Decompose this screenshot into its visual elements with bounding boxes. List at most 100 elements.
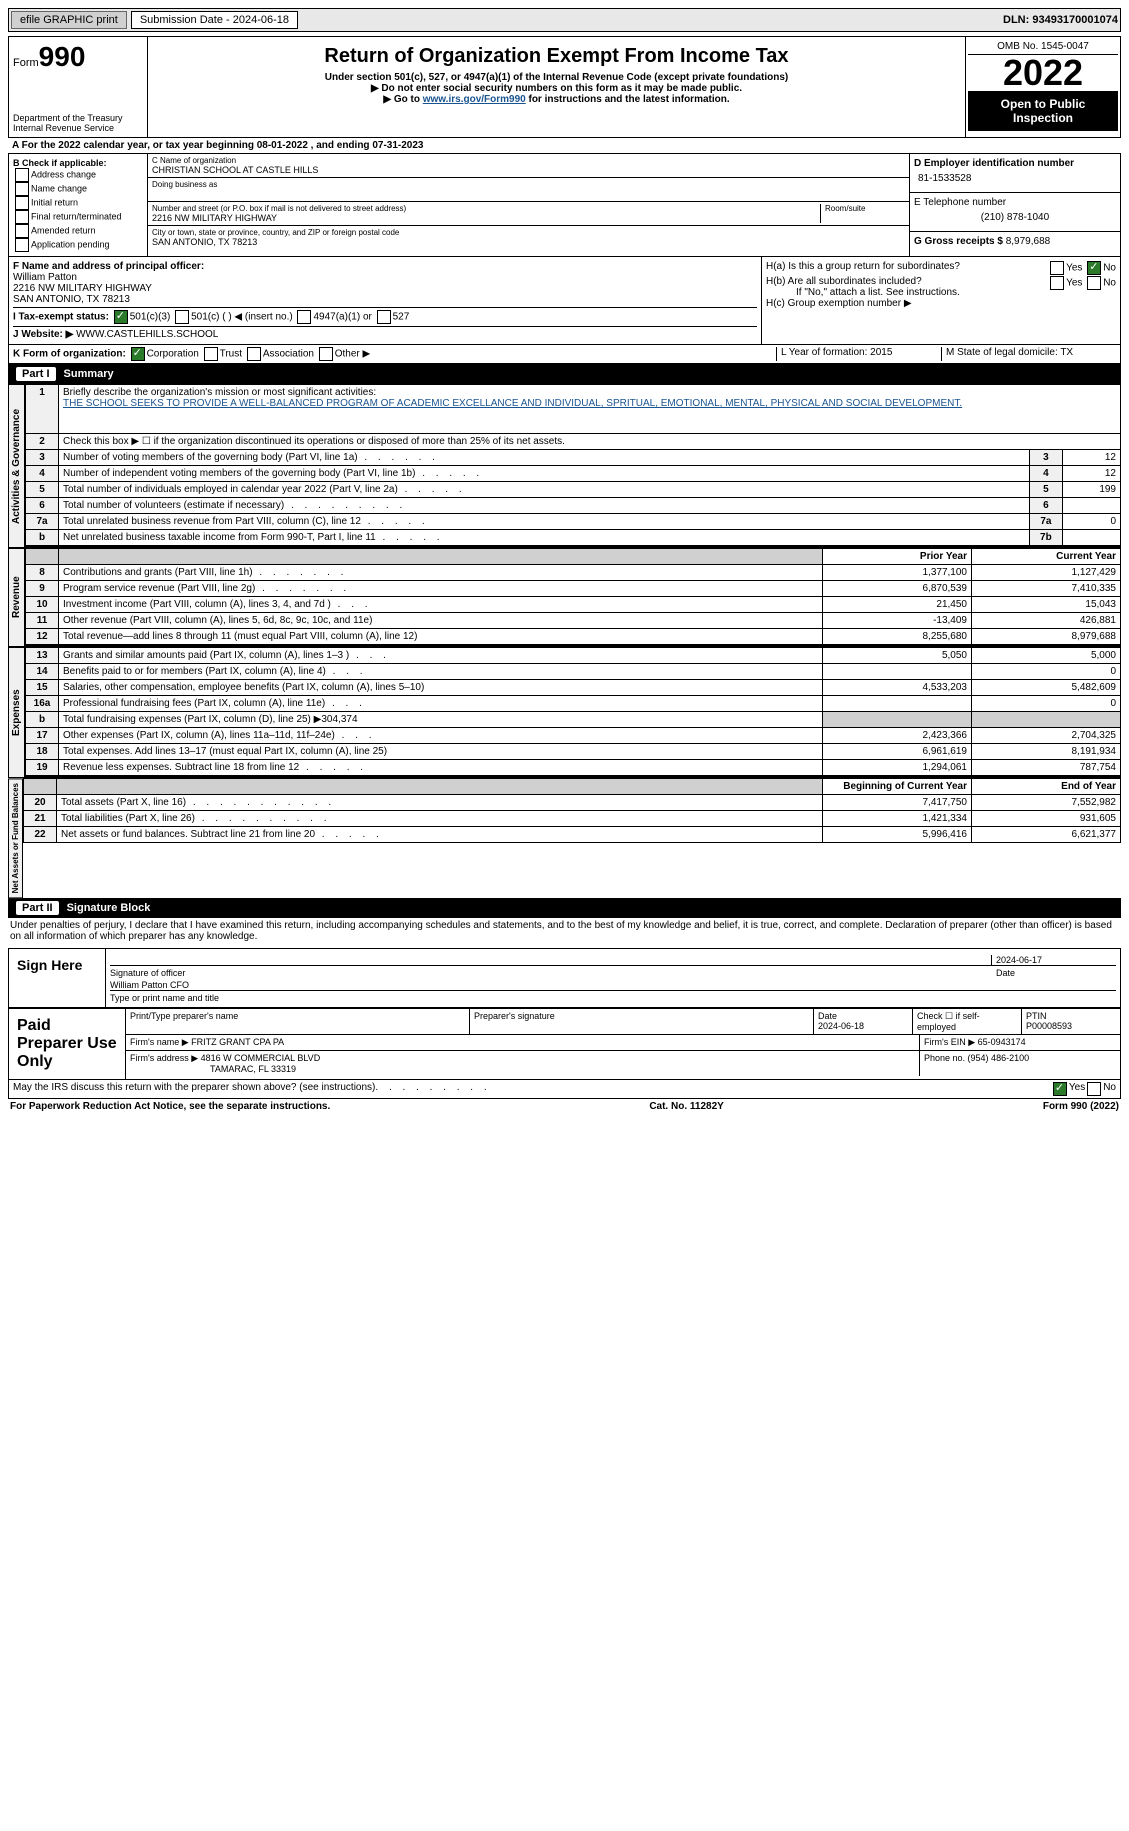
tax-status-label: I Tax-exempt status: (13, 312, 109, 323)
website-label: J Website: ▶ (13, 329, 76, 340)
chk-address[interactable]: Address change (31, 169, 96, 179)
dba-label: Doing business as (152, 180, 905, 189)
chk-501c3[interactable] (114, 310, 128, 324)
opt-trust: Trust (220, 349, 242, 360)
street-address: 2216 NW MILITARY HIGHWAY (152, 213, 820, 223)
footer-left: For Paperwork Reduction Act Notice, see … (10, 1101, 330, 1112)
row4-val: 12 (1062, 466, 1120, 482)
sign-date: 2024-06-17 (991, 955, 1116, 965)
section-bcd: B Check if applicable: Address change Na… (8, 153, 1121, 257)
discuss-yes-chk[interactable] (1053, 1082, 1067, 1096)
firm-city: TAMARAC, FL 33319 (210, 1064, 296, 1074)
self-employed-label: Check ☐ if self-employed (913, 1009, 1022, 1034)
form-word: Form (13, 57, 39, 69)
mission-label: Briefly describe the organization's miss… (63, 387, 376, 398)
part2-num: Part II (16, 901, 59, 915)
line-a: A For the 2022 calendar year, or tax yea… (8, 138, 1121, 153)
firm-ein: 65-0943174 (978, 1037, 1026, 1047)
part1-title: Summary (64, 368, 114, 380)
firm-phone-label: Phone no. (924, 1053, 968, 1063)
city-label: City or town, state or province, country… (152, 228, 905, 237)
ein: 81-1533528 (914, 169, 1116, 188)
city-state-zip: SAN ANTONIO, TX 78213 (152, 237, 905, 247)
prep-date: 2024-06-18 (818, 1021, 864, 1031)
col-c: C Name of organizationCHRISTIAN SCHOOL A… (148, 154, 909, 256)
sign-here-label: Sign Here (9, 949, 106, 1007)
row6-val (1062, 498, 1120, 514)
hb-no[interactable]: No (1103, 278, 1116, 289)
footer-right: Form 990 (2022) (1043, 1101, 1119, 1112)
firm-phone: (954) 486-2100 (968, 1053, 1030, 1063)
chk-pending[interactable]: Application pending (31, 239, 110, 249)
row3-val: 12 (1062, 450, 1120, 466)
ssn-warning: ▶ Do not enter social security numbers o… (152, 83, 961, 94)
chk-501c[interactable] (175, 310, 189, 324)
paid-label: Paid Preparer Use Only (9, 1009, 126, 1079)
sig-date-label: Date (996, 968, 1116, 978)
discuss-yes: Yes (1069, 1082, 1085, 1096)
opt-corp: Corporation (147, 349, 199, 360)
open-inspection: Open to Public Inspection (968, 91, 1118, 131)
discuss-row: May the IRS discuss this return with the… (8, 1080, 1121, 1099)
row6-label: Total number of volunteers (estimate if … (59, 498, 1030, 514)
hb-yes[interactable]: Yes (1066, 278, 1082, 289)
officer-addr1: 2216 NW MILITARY HIGHWAY (13, 283, 152, 294)
chk-4947[interactable] (297, 310, 311, 324)
opt-501c: 501(c) ( ) ◀ (insert no.) (191, 312, 293, 323)
dln: DLN: 93493170001074 (1003, 14, 1118, 26)
firm-ein-label: Firm's EIN ▶ (924, 1037, 978, 1047)
end-year-hdr: End of Year (972, 779, 1121, 795)
form-title: Return of Organization Exempt From Incom… (152, 45, 961, 68)
discuss-no-chk[interactable] (1087, 1082, 1101, 1096)
ha-label: H(a) Is this a group return for subordin… (766, 261, 960, 272)
row7b-label: Net unrelated business taxable income fr… (59, 530, 1030, 547)
efile-button[interactable]: efile GRAPHIC print (11, 11, 127, 29)
ptin: P00008593 (1026, 1021, 1072, 1031)
row4-label: Number of independent voting members of … (59, 466, 1030, 482)
officer-label: F Name and address of principal officer: (13, 261, 204, 272)
colb-title: B Check if applicable: (13, 158, 107, 168)
chk-amended[interactable]: Amended return (31, 225, 96, 235)
chk-name[interactable]: Name change (31, 183, 87, 193)
current-year-hdr: Current Year (972, 549, 1121, 565)
row5-label: Total number of individuals employed in … (59, 482, 1030, 498)
ha-yes[interactable]: Yes (1066, 263, 1082, 274)
firm-name-label: Firm's name ▶ (130, 1037, 191, 1047)
k-label: K Form of organization: (13, 349, 126, 360)
ptin-label: PTIN (1026, 1011, 1047, 1021)
phone-label: E Telephone number (914, 197, 1006, 208)
ha-no[interactable]: No (1103, 263, 1116, 274)
print-name-label: Type or print name and title (110, 993, 1116, 1003)
discuss-no: No (1103, 1082, 1116, 1096)
tab-activities: Activities & Governance (8, 384, 25, 548)
chk-trust[interactable] (204, 347, 218, 361)
tab-net: Net Assets or Fund Balances (8, 778, 23, 898)
chk-assoc[interactable] (247, 347, 261, 361)
chk-corp[interactable] (131, 347, 145, 361)
chk-other[interactable] (319, 347, 333, 361)
year-formation: L Year of formation: 2015 (776, 347, 941, 361)
form-header: Form990 Department of the Treasury Inter… (8, 36, 1121, 138)
officer-print-name: William Patton CFO (110, 980, 189, 990)
part1-num: Part I (16, 367, 56, 381)
firm-addr-label: Firm's address ▶ (130, 1053, 201, 1063)
chk-initial[interactable]: Initial return (31, 197, 78, 207)
part2-bar: Part IISignature Block (8, 898, 1121, 918)
chk-527[interactable] (377, 310, 391, 324)
row7a-label: Total unrelated business revenue from Pa… (59, 514, 1030, 530)
opt-527: 527 (393, 312, 410, 323)
tab-revenue: Revenue (8, 548, 25, 647)
firm-addr: 4816 W COMMERCIAL BLVD (201, 1053, 321, 1063)
chk-final[interactable]: Final return/terminated (31, 211, 122, 221)
officer-addr2: SAN ANTONIO, TX 78213 (13, 294, 130, 305)
col-d: D Employer identification number81-15335… (909, 154, 1120, 256)
room-label: Room/suite (825, 204, 905, 213)
summary-revenue: Prior YearCurrent Year 8Contributions an… (25, 548, 1121, 647)
irs-label: Internal Revenue Service (13, 123, 143, 133)
mission-text[interactable]: THE SCHOOL SEEKS TO PROVIDE A WELL-BALAN… (63, 398, 962, 409)
prep-date-label: Date (818, 1011, 837, 1021)
goto-link[interactable]: www.irs.gov/Form990 (423, 94, 526, 105)
prep-sig-label: Preparer's signature (470, 1009, 814, 1034)
officer-name: William Patton (13, 272, 77, 283)
opt-assoc: Association (263, 349, 314, 360)
